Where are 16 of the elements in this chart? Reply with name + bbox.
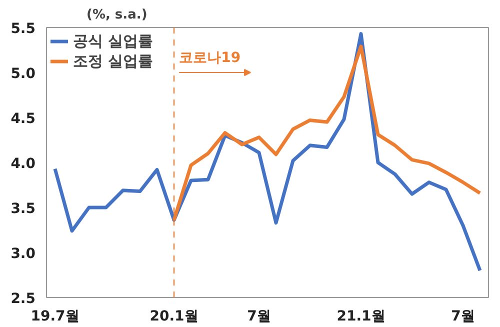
x-tick-label: 7월 xyxy=(247,308,271,324)
y-tick-label: 5.5 xyxy=(10,21,36,37)
y-tick-label: 4.5 xyxy=(10,111,36,127)
y-tick-label: 4.0 xyxy=(10,156,36,172)
x-tick-label: 7월 xyxy=(451,308,475,324)
y-tick-label: 3.0 xyxy=(10,246,36,262)
y-tick-label: 3.5 xyxy=(10,201,36,217)
legend-label: 공식 실업률 xyxy=(73,32,154,50)
y-tick-label: 2.5 xyxy=(10,291,36,307)
y-axis-title: (%, s.a.) xyxy=(86,8,148,22)
x-tick-label: 19.7월 xyxy=(30,308,80,324)
y-tick-label: 5.0 xyxy=(10,66,36,82)
legend-label: 조정 실업률 xyxy=(73,52,154,70)
ref-line-label: 코로나19 xyxy=(179,50,241,66)
x-tick-label: 20.1월 xyxy=(150,308,198,324)
x-tick-label: 21.1월 xyxy=(336,308,386,324)
